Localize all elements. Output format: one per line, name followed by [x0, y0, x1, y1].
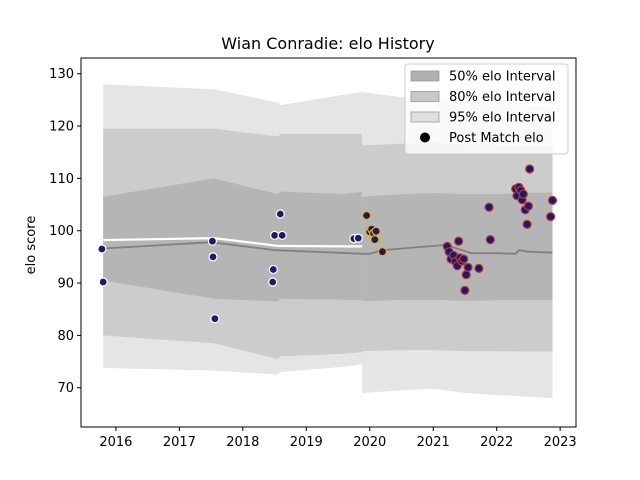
post-match-point: [545, 212, 556, 222]
x-tick-label: 2023: [544, 435, 577, 450]
chart-title: Wian Conradie: elo History: [221, 34, 434, 53]
post-match-point: [474, 263, 484, 273]
legend-label: 50% elo Interval: [449, 70, 556, 85]
legend-swatch: [410, 111, 440, 123]
post-match-point: [522, 219, 532, 229]
x-tick-label: 2017: [163, 435, 196, 450]
post-match-point: [377, 247, 387, 257]
x-tick-label: 2020: [353, 435, 386, 450]
post-match-point: [362, 210, 372, 221]
post-match-point: [98, 277, 108, 287]
legend-label: 80% elo Interval: [449, 90, 556, 105]
post-match-point: [268, 277, 278, 287]
post-match-point: [463, 262, 473, 272]
post-match-point: [547, 195, 558, 205]
y-tick-label: 110: [49, 172, 74, 187]
post-match-points: [97, 164, 558, 324]
post-match-point: [485, 235, 495, 245]
post-match-point: [484, 202, 494, 212]
legend-swatch: [410, 70, 440, 82]
x-tick-label: 2018: [226, 435, 259, 450]
x-tick-label: 2021: [417, 435, 450, 450]
median-lines: [103, 236, 553, 255]
legend-swatch: [410, 91, 440, 102]
post-match-point: [460, 285, 470, 295]
post-match-point: [523, 201, 534, 211]
x-tick-label: 2022: [480, 435, 513, 450]
post-match-point: [454, 236, 464, 246]
post-match-point: [370, 235, 380, 245]
post-match-point: [270, 230, 280, 240]
legend: 50% elo Interval 80% elo Interval 95% elo …: [404, 63, 569, 155]
y-tick-label: 90: [57, 277, 74, 292]
post-match-point: [371, 226, 381, 236]
x-tick-label: 2016: [99, 435, 132, 450]
legend-marker: [420, 132, 430, 143]
y-tick-label: 120: [49, 120, 74, 135]
post-match-point: [277, 230, 287, 240]
post-match-point: [268, 264, 278, 275]
y-tick-label: 70: [57, 381, 74, 396]
post-match-point: [208, 252, 218, 262]
legend-label: Post Match elo: [449, 131, 544, 146]
legend-box: [404, 63, 569, 155]
y-tick-label: 100: [49, 224, 74, 239]
band-50-late: [362, 192, 553, 302]
post-match-point: [518, 189, 528, 199]
post-match-point: [275, 209, 285, 219]
post-match-point: [97, 244, 107, 254]
post-match-point: [525, 164, 535, 174]
median-line-late: [103, 241, 553, 255]
y-tick-label: 80: [57, 329, 74, 344]
post-match-point: [459, 254, 469, 264]
post-match-point: [353, 233, 363, 243]
x-tick-label: 2019: [290, 435, 323, 450]
post-match-point: [210, 314, 220, 324]
legend-label: 95% elo Interval: [449, 111, 556, 126]
plot-frame: [80, 57, 577, 428]
axes: 2016 2017 2018 2019 2020 2021 2022 2023 70 80 90 10…: [49, 57, 577, 450]
median-line-early: [103, 236, 363, 248]
y-axis-label: elo score: [24, 216, 39, 275]
y-tick-label: 130: [49, 67, 74, 82]
post-match-point: [207, 236, 217, 246]
